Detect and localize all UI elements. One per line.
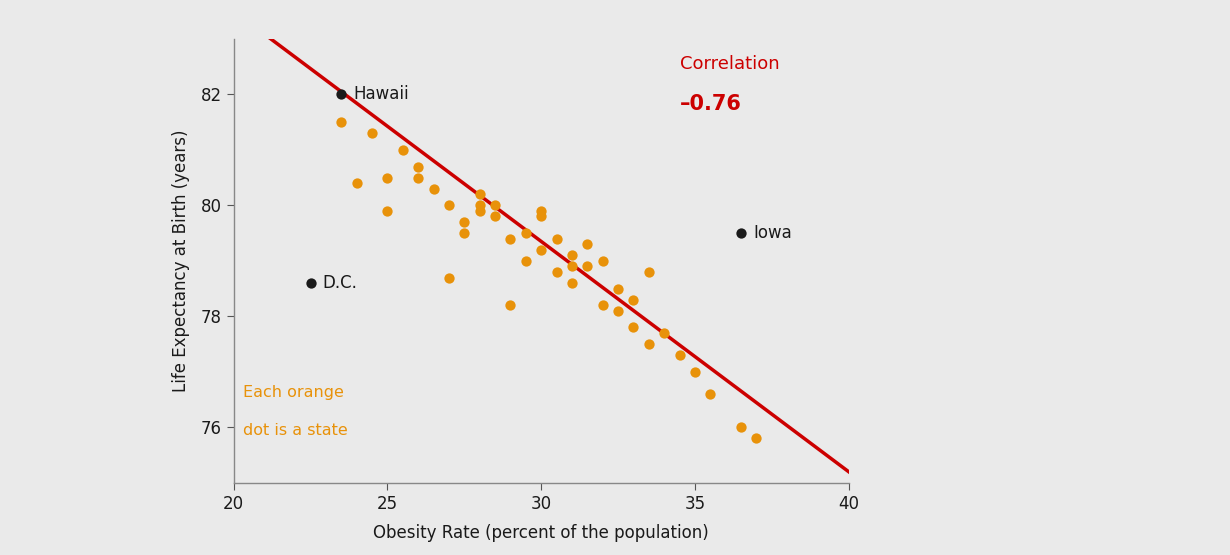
Point — [439, 201, 459, 210]
Point — [793, 501, 813, 509]
Point — [562, 279, 582, 287]
Point — [593, 301, 613, 310]
Point — [501, 301, 520, 310]
Point — [731, 423, 750, 432]
Point — [578, 262, 598, 271]
Point — [654, 329, 674, 337]
Point — [470, 201, 490, 210]
Point — [669, 351, 689, 360]
Point — [378, 173, 397, 182]
Point — [546, 268, 566, 276]
Point — [546, 234, 566, 243]
Point — [531, 245, 551, 254]
Text: Iowa: Iowa — [753, 224, 792, 242]
Point — [531, 206, 551, 215]
Point — [331, 118, 352, 127]
Point — [624, 323, 643, 332]
Point — [455, 229, 475, 238]
Point — [701, 390, 721, 398]
Point — [501, 234, 520, 243]
Point — [731, 229, 750, 238]
Point — [562, 251, 582, 260]
Text: D.C.: D.C. — [322, 274, 358, 292]
Point — [300, 279, 320, 287]
Point — [378, 206, 397, 215]
Text: Correlation: Correlation — [679, 56, 779, 73]
Point — [624, 295, 643, 304]
Point — [578, 240, 598, 249]
Point — [439, 273, 459, 282]
Point — [593, 256, 613, 265]
Point — [609, 284, 629, 293]
Text: –0.76: –0.76 — [679, 94, 742, 114]
Point — [485, 212, 504, 221]
Point — [408, 173, 428, 182]
X-axis label: Obesity Rate (percent of the population): Obesity Rate (percent of the population) — [374, 524, 708, 542]
Text: Hawaii: Hawaii — [354, 85, 410, 103]
Text: Each orange: Each orange — [244, 385, 344, 400]
Point — [517, 256, 536, 265]
Point — [685, 367, 705, 376]
Point — [423, 184, 443, 193]
Point — [531, 212, 551, 221]
Point — [640, 340, 659, 349]
Point — [485, 201, 504, 210]
Point — [609, 306, 629, 315]
Point — [455, 218, 475, 226]
Point — [394, 145, 413, 154]
Point — [716, 490, 736, 498]
Point — [408, 162, 428, 171]
Y-axis label: Life Expectancy at Birth (years): Life Expectancy at Birth (years) — [172, 130, 189, 392]
Point — [362, 129, 381, 138]
Point — [640, 268, 659, 276]
Point — [347, 179, 367, 188]
Point — [747, 434, 766, 443]
Point — [517, 229, 536, 238]
Point — [562, 262, 582, 271]
Point — [470, 206, 490, 215]
Point — [470, 190, 490, 199]
Text: dot is a state: dot is a state — [244, 423, 348, 438]
Point — [331, 90, 352, 99]
